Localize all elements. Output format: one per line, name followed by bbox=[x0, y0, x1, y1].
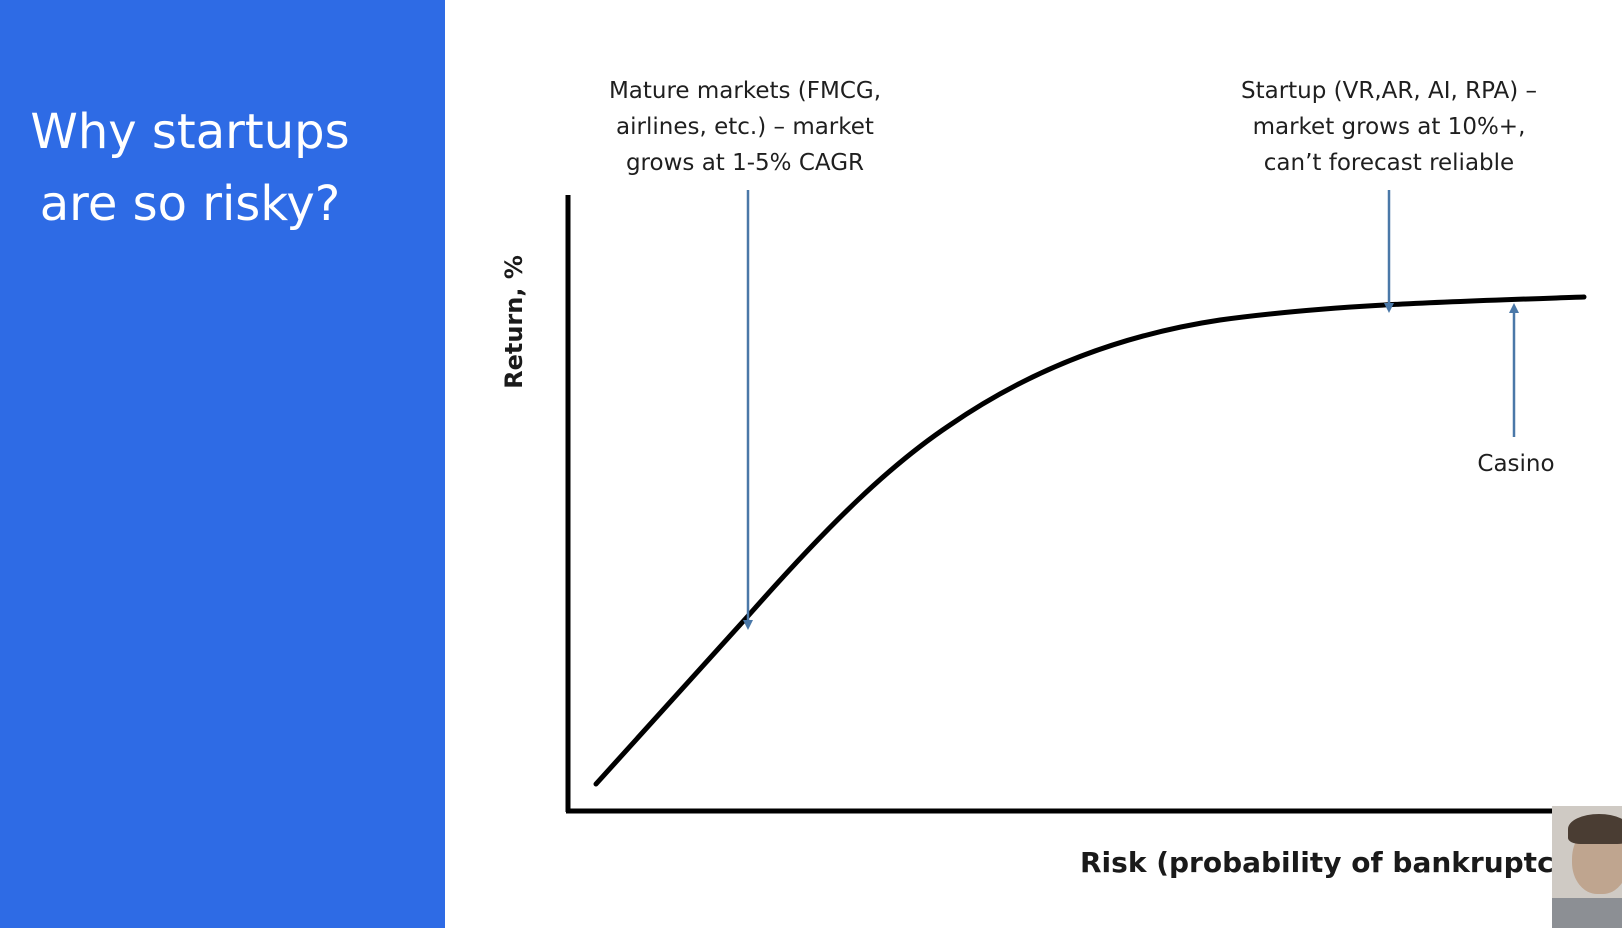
annotation-line: market grows at 10%+, bbox=[1252, 114, 1526, 140]
x-axis-label: Risk (probability of bankruptcy) bbox=[1080, 846, 1585, 879]
title-side-panel: Why startups are so risky? bbox=[0, 0, 445, 928]
casino-annotation: Casino bbox=[1477, 446, 1554, 482]
slide-title-line-1: Why startups bbox=[30, 104, 350, 160]
slide-title: Why startups are so risky? bbox=[0, 96, 380, 240]
annotation-line: grows at 1-5% CAGR bbox=[625, 150, 865, 176]
webcam-shirt bbox=[1552, 898, 1622, 928]
presenter-webcam-thumbnail bbox=[1552, 806, 1622, 928]
mature-markets-annotation: Mature markets (FMCG, airlines, etc.) – … bbox=[609, 73, 881, 181]
webcam-hair bbox=[1568, 814, 1622, 844]
annotation-line: Mature markets (FMCG, bbox=[608, 78, 882, 104]
annotation-line: Startup (VR,AR, AI, RPA) – bbox=[1240, 78, 1538, 104]
slide-title-line-2: are so risky? bbox=[39, 176, 341, 232]
risk-return-curve bbox=[593, 294, 1587, 787]
startup-annotation: Startup (VR,AR, AI, RPA) – market grows … bbox=[1241, 73, 1537, 181]
annotation-line: airlines, etc.) – market bbox=[616, 114, 874, 140]
annotation-line: Casino bbox=[1477, 451, 1555, 477]
y-axis-label: Return, % bbox=[500, 255, 528, 389]
annotation-line: can’t forecast reliable bbox=[1263, 150, 1515, 176]
